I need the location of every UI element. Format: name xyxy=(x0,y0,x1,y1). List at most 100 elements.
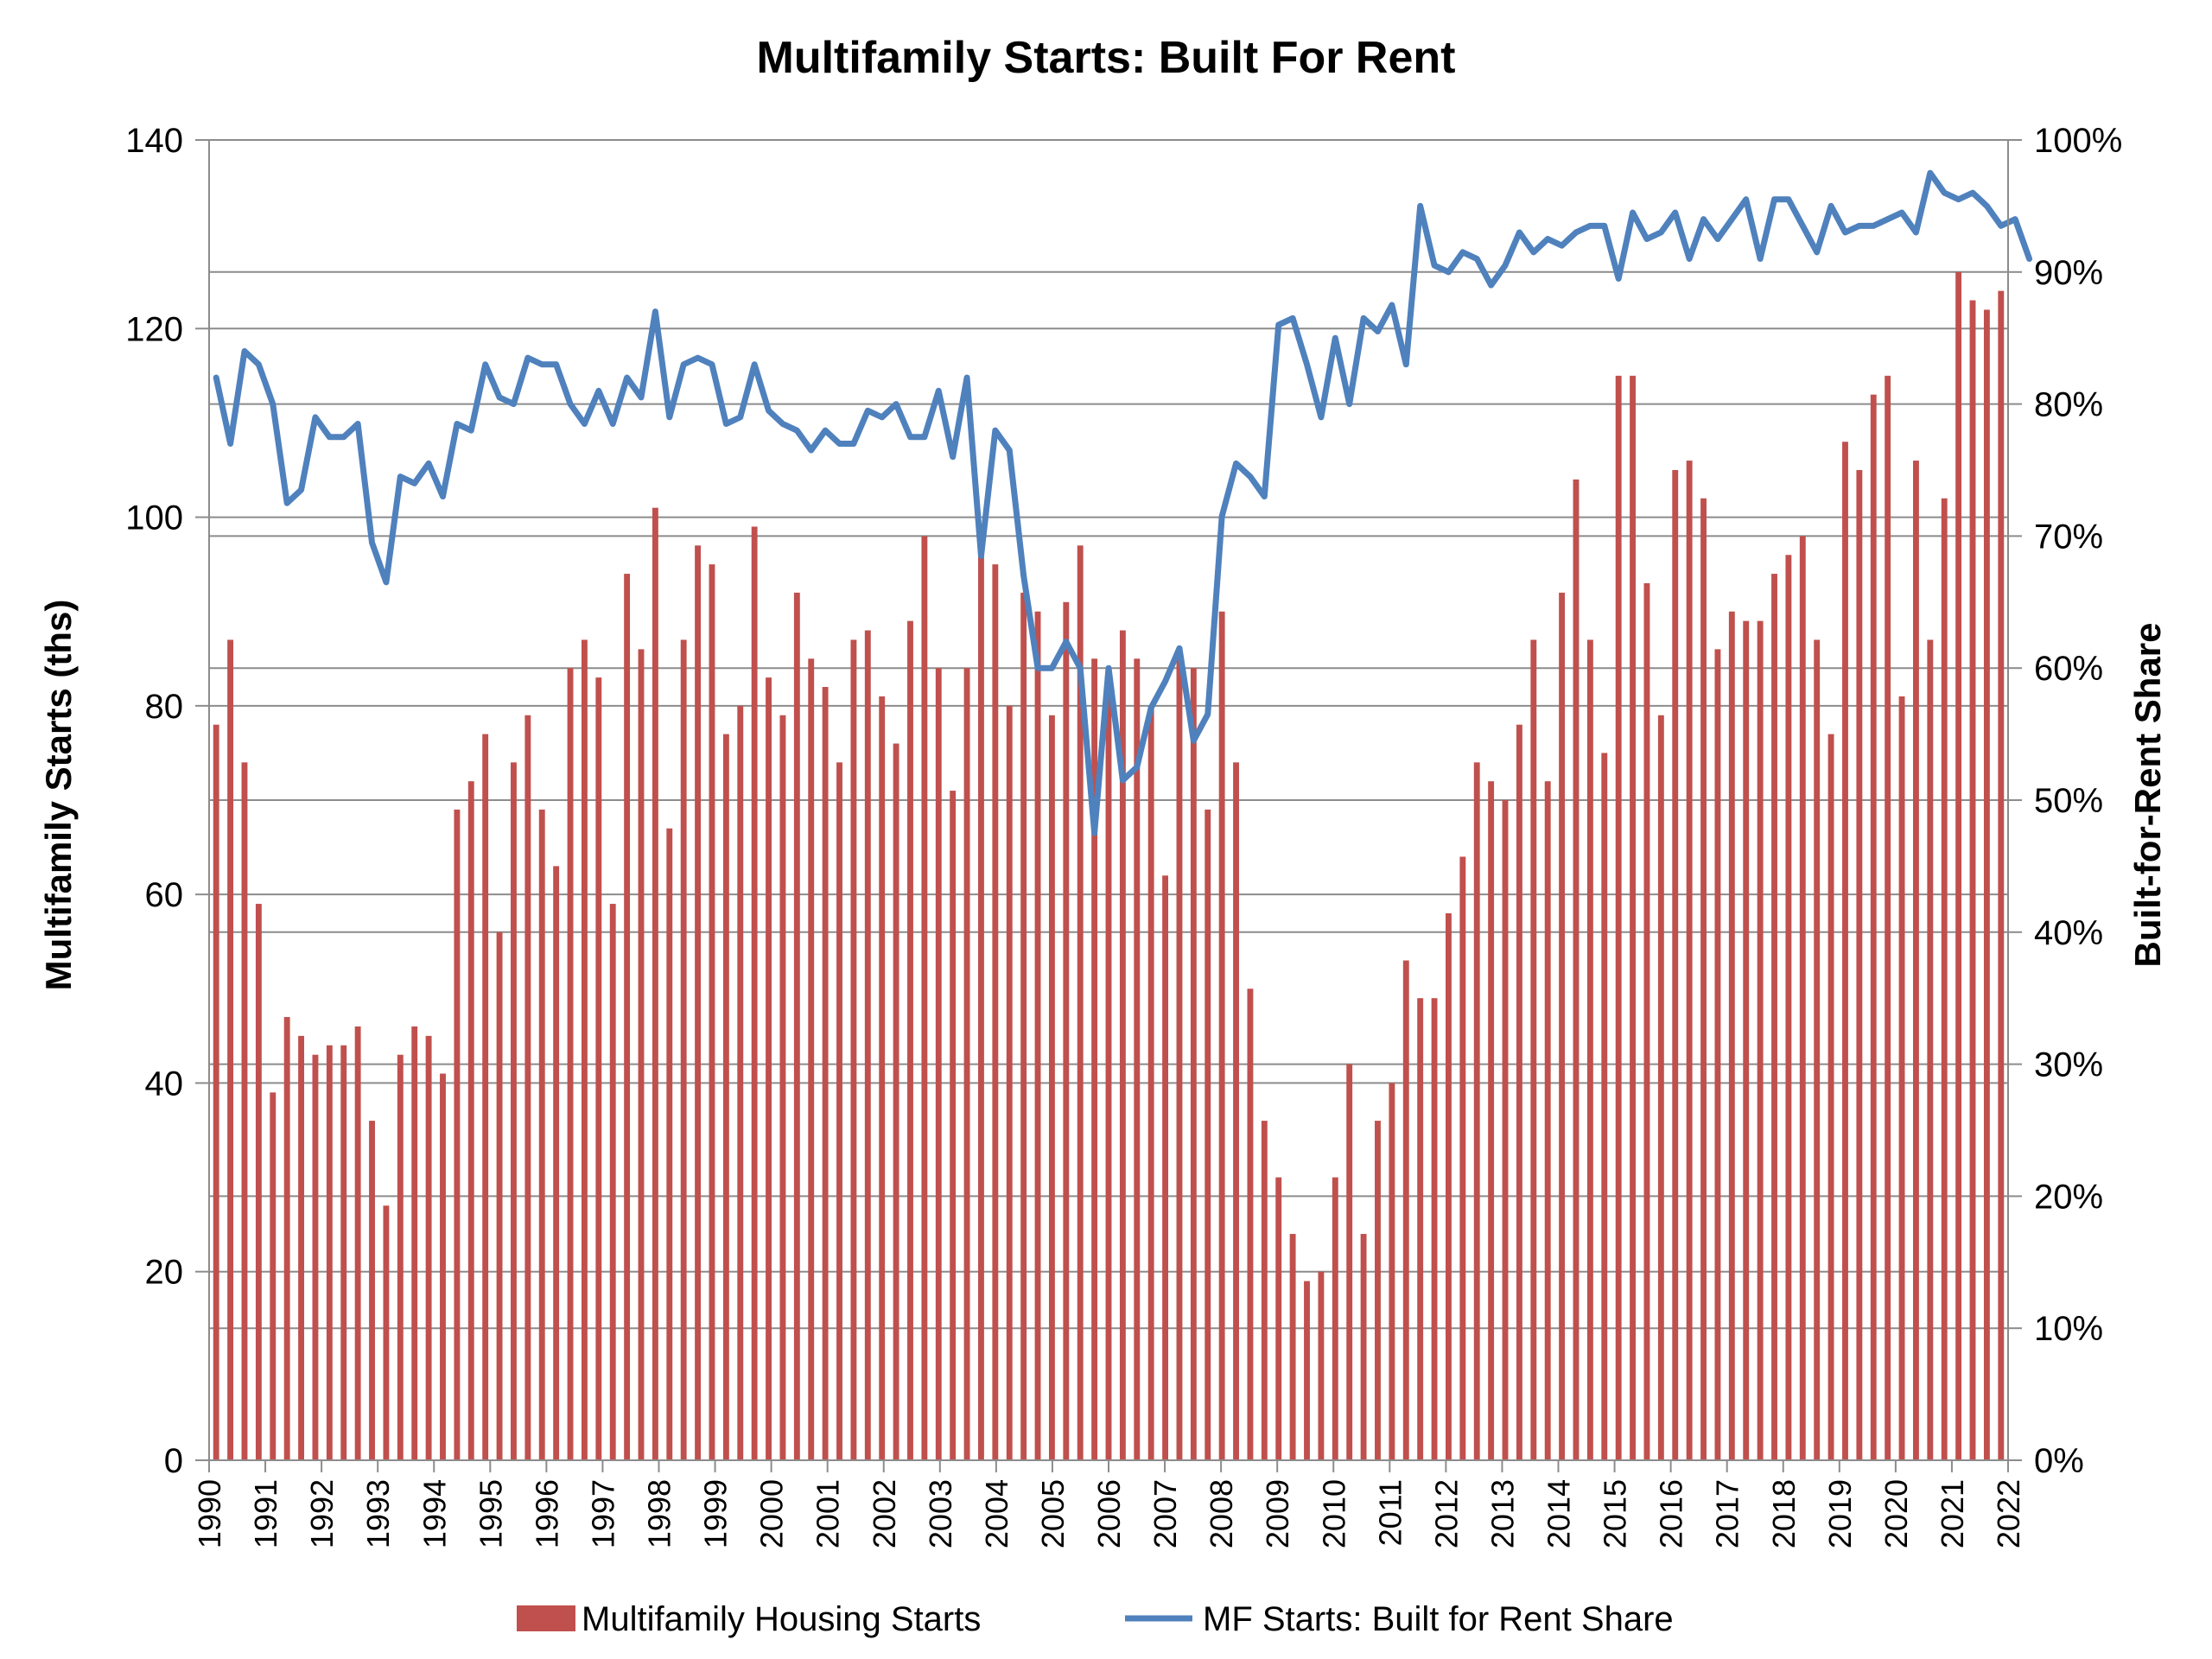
x-tick-label: 2006 xyxy=(1091,1479,1127,1548)
bar xyxy=(467,781,474,1460)
x-tick-label: 2015 xyxy=(1598,1479,1633,1548)
bar xyxy=(709,564,715,1461)
bar xyxy=(397,1054,404,1460)
left-axis-title: Multifamily Starts (ths) xyxy=(38,600,79,991)
left-tick-label: 140 xyxy=(125,122,183,160)
bar xyxy=(907,620,913,1460)
bar xyxy=(1218,611,1225,1460)
bar xyxy=(1134,658,1141,1460)
bar xyxy=(1006,705,1013,1460)
bar xyxy=(1686,461,1693,1460)
bar xyxy=(1842,442,1848,1461)
bar xyxy=(1417,998,1424,1460)
bar xyxy=(1304,1281,1310,1460)
left-tick-label: 120 xyxy=(125,310,183,348)
bar xyxy=(1969,300,1976,1460)
bar xyxy=(1941,498,1948,1460)
bar xyxy=(482,734,489,1460)
bar xyxy=(1827,734,1834,1460)
bar xyxy=(1077,545,1084,1461)
bar xyxy=(1601,753,1608,1460)
bar xyxy=(808,658,815,1460)
right-tick-label: 10% xyxy=(2034,1310,2103,1348)
bar xyxy=(779,715,786,1460)
bar xyxy=(1488,781,1495,1460)
bar xyxy=(879,696,886,1460)
x-tick-label: 2005 xyxy=(1035,1479,1071,1548)
x-tick-label: 2010 xyxy=(1316,1479,1351,1548)
bar xyxy=(850,639,857,1460)
bar xyxy=(638,649,645,1460)
bar xyxy=(1190,668,1197,1460)
bar xyxy=(1573,479,1580,1460)
right-tick-label: 50% xyxy=(2034,782,2103,820)
right-tick-label: 70% xyxy=(2034,518,2103,556)
bar xyxy=(1643,582,1650,1460)
left-tick-label: 80 xyxy=(145,688,184,726)
left-tick-label: 100 xyxy=(125,499,183,537)
x-tick-label: 1990 xyxy=(192,1479,227,1548)
bar xyxy=(751,526,758,1460)
bar xyxy=(1955,271,1962,1460)
bar xyxy=(1233,762,1239,1460)
x-tick-label: 2011 xyxy=(1372,1479,1408,1546)
x-tick-label: 1999 xyxy=(698,1479,734,1548)
bar xyxy=(1034,611,1041,1460)
bar xyxy=(538,809,545,1460)
bar xyxy=(1898,696,1905,1460)
bar xyxy=(1063,601,1070,1460)
x-tick-label: 2016 xyxy=(1654,1479,1689,1548)
x-tick-label: 1992 xyxy=(304,1479,340,1548)
left-tick-label: 40 xyxy=(145,1065,184,1103)
x-tick-label: 1998 xyxy=(642,1479,677,1548)
bar xyxy=(454,809,461,1460)
bar xyxy=(822,687,829,1460)
x-tick-label: 1993 xyxy=(360,1479,396,1548)
bar xyxy=(1927,639,1934,1460)
bar xyxy=(766,677,772,1460)
bar xyxy=(992,564,999,1461)
x-axis-ticks: 1990 1991 1992 1993 1994 1995 1996 1997 1998 1999… xyxy=(192,1460,2026,1548)
x-tick-label: 2017 xyxy=(1710,1479,1745,1548)
bar xyxy=(1856,470,1863,1460)
x-tick-label: 2003 xyxy=(923,1479,958,1548)
right-tick-label: 30% xyxy=(2034,1046,2103,1084)
bar xyxy=(1402,960,1409,1460)
bar xyxy=(963,668,970,1460)
legend-bar-label: Multifamily Housing Starts xyxy=(582,1600,981,1638)
left-axis-ticks: 0 20 40 60 80 100 120 140 xyxy=(125,122,209,1480)
legend: Multifamily Housing Starts MF Starts: Bu… xyxy=(517,1600,1674,1638)
bar xyxy=(921,536,928,1460)
right-tick-label: 100% xyxy=(2034,122,2122,160)
bar xyxy=(950,791,957,1460)
right-axis-ticks: 0% 10% 20% 30% 40% 50% 60% 70% 80% 90% 100% xyxy=(2008,122,2122,1480)
bar xyxy=(1672,470,1679,1460)
bar xyxy=(793,592,800,1460)
legend-line-label: MF Starts: Built for Rent Share xyxy=(1203,1600,1674,1638)
bar xyxy=(1544,781,1551,1460)
bar xyxy=(1275,1177,1282,1460)
chart-title: Multifamily Starts: Built For Rent xyxy=(757,33,1456,83)
x-tick-label: 1996 xyxy=(529,1479,564,1548)
bar xyxy=(1728,611,1735,1460)
x-tick-label: 2001 xyxy=(810,1479,846,1548)
x-tick-label: 2021 xyxy=(1935,1479,1970,1548)
x-tick-label: 1991 xyxy=(248,1479,283,1548)
bar xyxy=(1530,639,1537,1460)
x-tick-label: 2018 xyxy=(1766,1479,1802,1548)
line-built-for-rent-share xyxy=(213,169,2033,836)
x-tick-label: 1997 xyxy=(585,1479,620,1548)
bar xyxy=(864,630,871,1460)
bar xyxy=(581,639,588,1460)
bar xyxy=(1176,658,1183,1460)
bar xyxy=(1205,809,1211,1460)
bar xyxy=(1289,1234,1296,1460)
bar xyxy=(1870,394,1877,1461)
x-tick-label: 1994 xyxy=(416,1479,452,1548)
bar xyxy=(1431,998,1438,1460)
bar xyxy=(893,743,899,1460)
bar xyxy=(1020,592,1027,1460)
bar xyxy=(1389,1083,1395,1460)
right-tick-label: 20% xyxy=(2034,1178,2103,1216)
bar xyxy=(978,555,984,1461)
